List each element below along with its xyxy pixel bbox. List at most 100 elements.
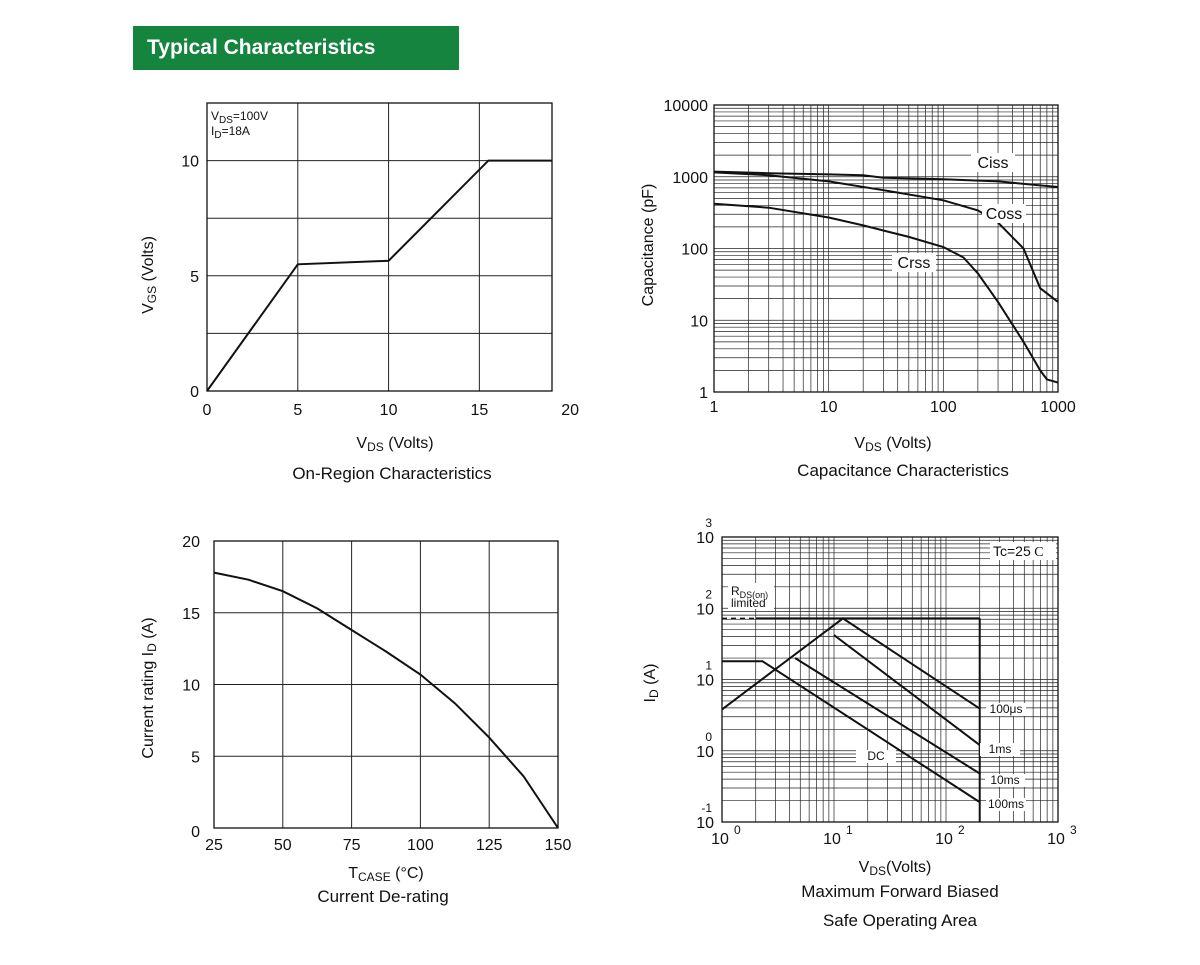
plot-frame — [721, 536, 1059, 823]
series-label: 1ms — [989, 742, 1012, 756]
y-tick-label: 5 — [190, 269, 199, 286]
x-tick-label: 5 — [293, 402, 302, 419]
rds-label: RDS(on) — [731, 584, 768, 600]
y-tick-exponent: 0 — [705, 730, 712, 744]
series-line-100us — [721, 617, 981, 711]
y-axis-label: ID (A) — [642, 664, 661, 703]
rds-label-bg — [728, 583, 774, 609]
x-axis-label: TCASE (°C) — [348, 865, 424, 884]
x-tick-label: 1000 — [1040, 399, 1076, 416]
series-label-bg — [982, 204, 1026, 223]
x-tick-label: 0 — [203, 402, 212, 419]
x-axis-label: VDS(Volts) — [859, 859, 932, 878]
y-tick-label: 10000 — [664, 98, 709, 115]
series-label: 100ms — [988, 797, 1024, 811]
series-label-bg — [986, 798, 1026, 811]
x-tick-label: 10 — [711, 831, 729, 848]
x-tick-exponent: 2 — [958, 823, 965, 837]
chart-title-line1: Maximum Forward Biased — [801, 882, 998, 901]
series-label-bg — [856, 750, 896, 763]
y-tick-label: 20 — [182, 534, 200, 551]
x-tick-label: 150 — [545, 837, 572, 854]
chart-title: Current De-rating — [317, 887, 448, 906]
y-tick-exponent: 1 — [705, 659, 712, 673]
series-line-ciss — [713, 170, 1059, 188]
y-tick-label: 0 — [191, 824, 200, 841]
x-tick-label: 20 — [561, 402, 579, 419]
series-line-coss — [713, 171, 1059, 303]
x-tick-label: 15 — [470, 402, 488, 419]
series-line — [213, 571, 559, 829]
y-tick-label: 10 — [696, 744, 714, 761]
series-line-1ms — [833, 634, 981, 746]
y-tick-label: 10 — [690, 313, 708, 330]
tc-label-bg — [990, 542, 1056, 560]
series-label-bg — [980, 743, 1020, 756]
x-tick-label: 10 — [820, 399, 838, 416]
series-line-10ms — [794, 657, 981, 775]
series-line-crss — [713, 202, 1059, 384]
y-tick-label: 1000 — [672, 170, 708, 187]
x-axis-label: VDS (Volts) — [854, 435, 931, 454]
series-label-bg — [971, 153, 1015, 172]
y-tick-label: 10 — [696, 815, 714, 832]
x-tick-label: 25 — [205, 837, 223, 854]
series-label: DC — [867, 749, 885, 763]
y-tick-exponent: -1 — [701, 801, 712, 815]
chart-title: Capacitance Characteristics — [797, 461, 1009, 480]
y-tick-label: 0 — [190, 384, 199, 401]
section-banner: Typical Characteristics — [133, 26, 459, 70]
series-line-100ms — [722, 660, 981, 803]
y-tick-label: 10 — [181, 154, 199, 171]
series-label: 100μs — [990, 702, 1023, 716]
x-tick-label: 1 — [710, 399, 719, 416]
x-tick-label: 50 — [274, 837, 292, 854]
series-label-crss: Crss — [898, 255, 931, 272]
plot-frame — [713, 104, 1059, 393]
y-axis-label: Capacitance (pF) — [640, 184, 657, 307]
y-tick-label: 10 — [696, 601, 714, 618]
x-tick-label: 125 — [476, 837, 503, 854]
plot-frame — [206, 102, 553, 392]
chart-title-line2: Safe Operating Area — [823, 911, 978, 930]
y-tick-label: 10 — [696, 673, 714, 690]
x-tick-exponent: 3 — [1070, 823, 1077, 837]
series-label-bg — [892, 253, 936, 272]
chart-title: On-Region Characteristics — [292, 464, 491, 483]
x-tick-label: 100 — [930, 399, 957, 416]
y-tick-exponent: 2 — [705, 587, 712, 601]
series-label: 10ms — [990, 773, 1019, 787]
capacitance-chart: 1 10 100 1000 1 10 100 1000 10000 Ciss Coss Crss VDS… — [640, 98, 1076, 480]
tc-annotation: Tc=25 C — [993, 543, 1044, 560]
y-tick-label: 1 — [699, 385, 708, 402]
x-tick-label: 10 — [823, 831, 841, 848]
x-axis-label: VDS (Volts) — [356, 435, 433, 454]
safe-operating-area-chart: 10010110210310-1100101102103100μs1ms10ms… — [642, 516, 1077, 930]
rds-label-line2: limited — [731, 596, 766, 610]
y-tick-label: 5 — [191, 749, 200, 766]
y-axis-label: Current rating ID (A) — [140, 617, 159, 758]
series-label-bg — [986, 703, 1026, 716]
condition-label: VDS=100V — [211, 109, 268, 126]
y-tick-label: 15 — [182, 606, 200, 623]
condition-label: ID=18A — [211, 124, 250, 141]
y-tick-label: 10 — [182, 678, 200, 695]
y-tick-exponent: 3 — [705, 516, 712, 530]
y-tick-label: 10 — [696, 530, 714, 547]
series-label-ciss: Ciss — [977, 155, 1008, 172]
x-tick-label: 10 — [380, 402, 398, 419]
current-derating-chart: 25 50 75 100 125 150 0 5 10 15 20 TCASE (°C) Current… — [140, 534, 571, 906]
x-tick-exponent: 1 — [846, 823, 853, 837]
x-tick-label: 10 — [935, 831, 953, 848]
x-tick-exponent: 0 — [734, 823, 741, 837]
x-tick-label: 10 — [1047, 831, 1065, 848]
x-tick-label: 75 — [343, 837, 361, 854]
plot-frame — [213, 540, 559, 829]
series-label-bg — [985, 774, 1025, 787]
y-tick-label: 100 — [681, 242, 708, 259]
y-axis-label: VGS (Volts) — [140, 236, 159, 314]
series-label-coss: Coss — [986, 206, 1022, 223]
x-tick-label: 100 — [407, 837, 434, 854]
